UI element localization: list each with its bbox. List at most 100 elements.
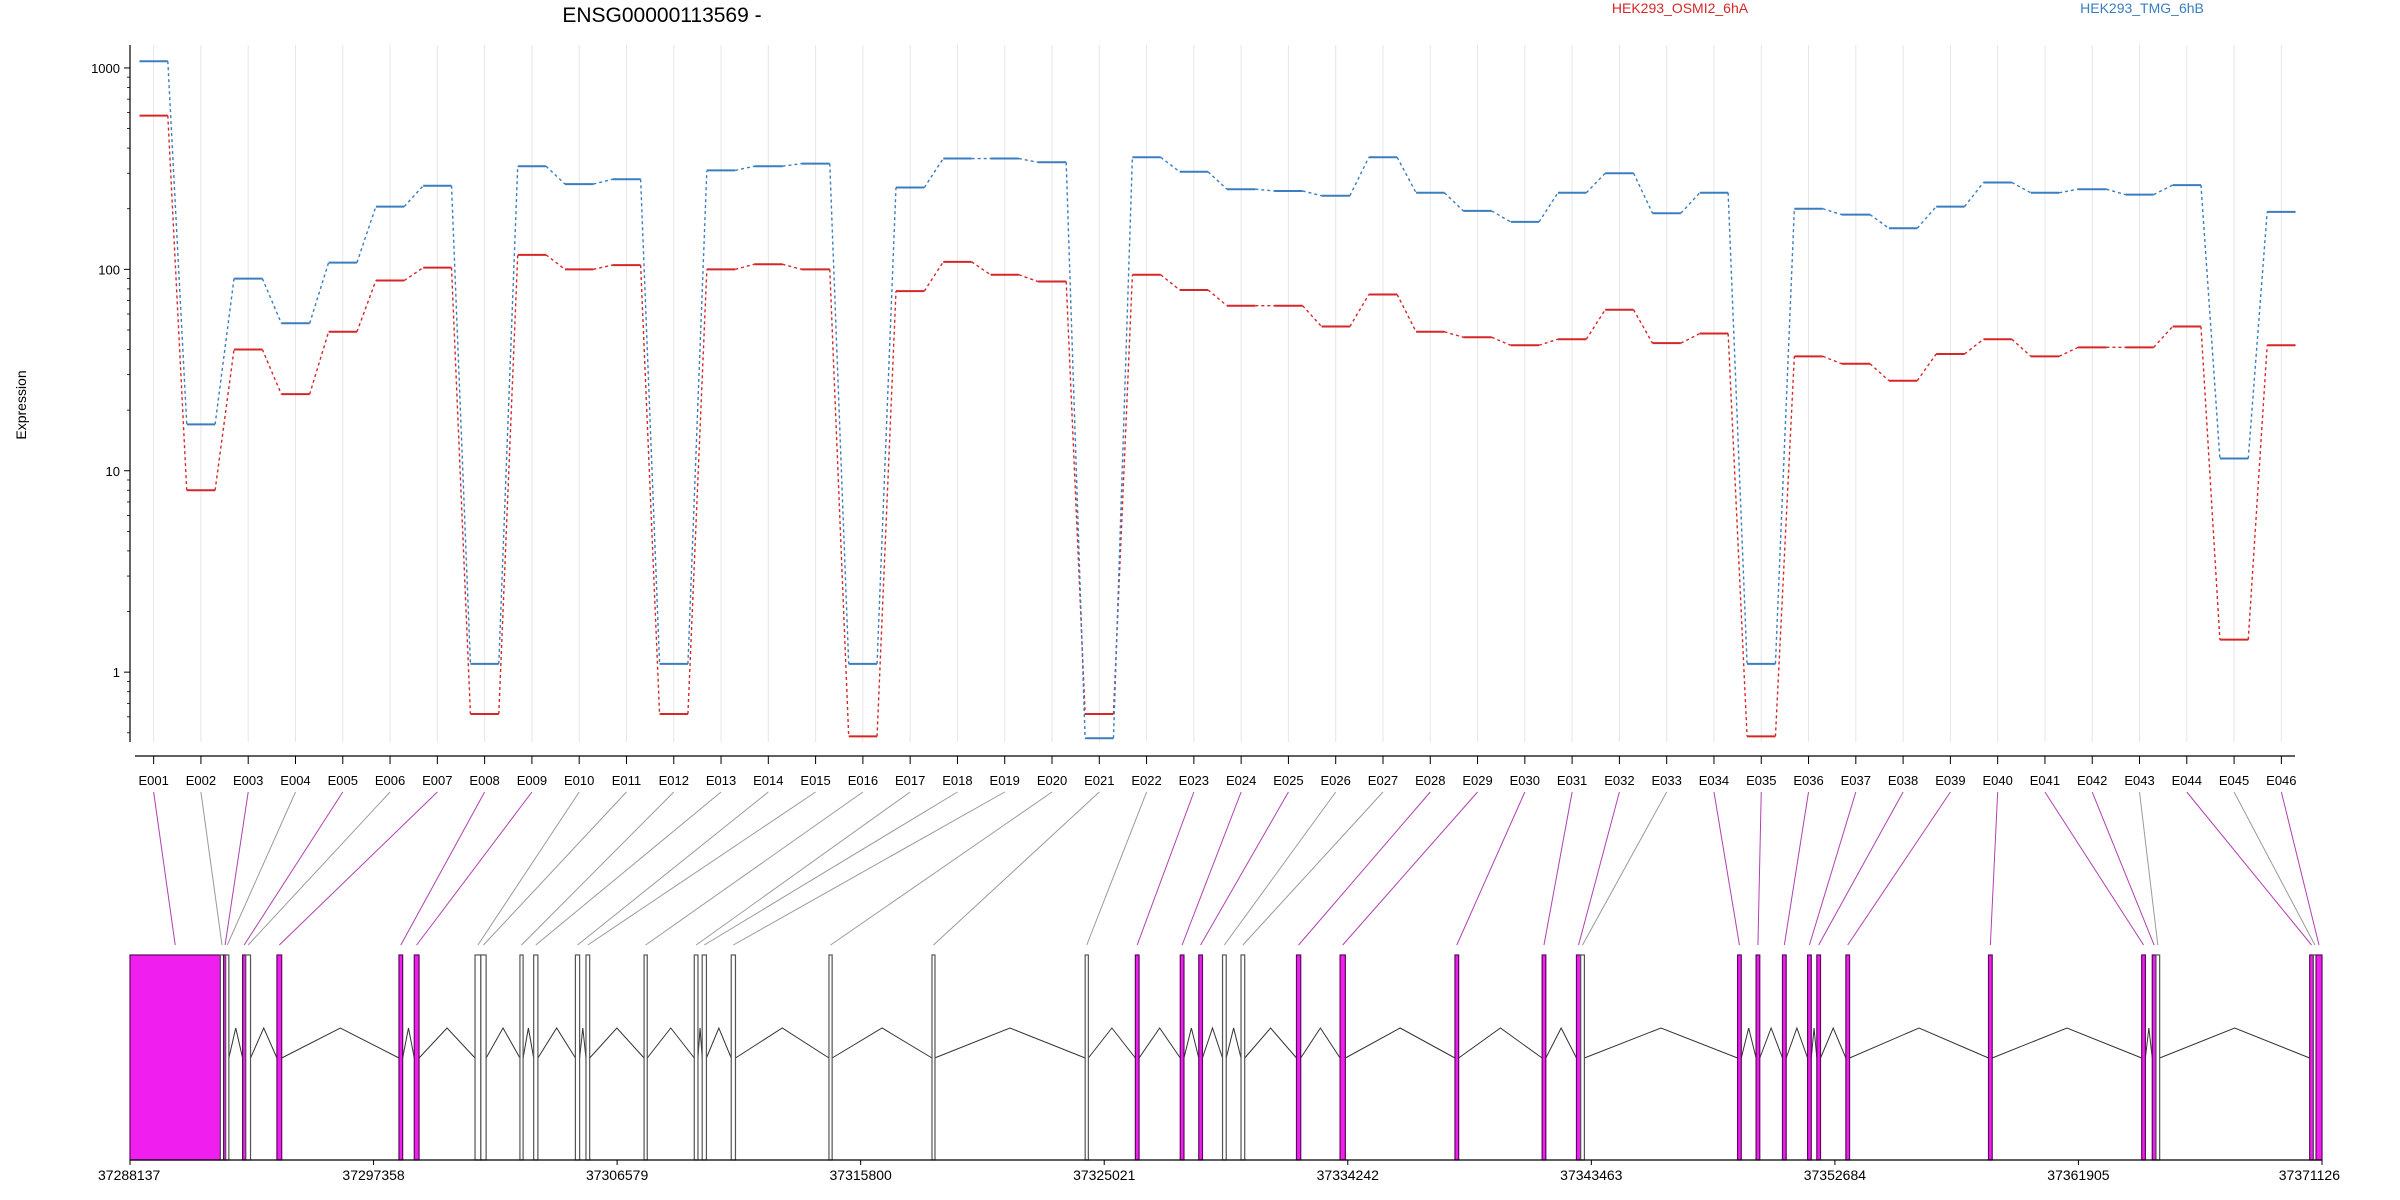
exon-label-e015: E015 xyxy=(800,773,830,788)
exon-e033 xyxy=(1580,954,1585,1161)
exon-label-e023: E023 xyxy=(1179,773,1209,788)
connector-e042 xyxy=(2091,791,2155,946)
transition-e041 xyxy=(2058,346,2079,357)
exon-label-e036: E036 xyxy=(1793,773,1823,788)
chart-title: ENSG00000113569 - xyxy=(562,4,761,27)
exon-label-e035: E035 xyxy=(1746,773,1776,788)
intron-22 xyxy=(1087,1027,1136,1059)
transition-e034 xyxy=(1727,192,1748,664)
intron-8 xyxy=(402,1027,415,1059)
transition-e030 xyxy=(1538,338,1559,346)
exon-label-e042: E042 xyxy=(2077,773,2107,788)
exon-label-e030: E030 xyxy=(1510,773,1540,788)
transition-e043 xyxy=(2153,184,2173,196)
transition-e010 xyxy=(593,178,613,185)
connector-e020 xyxy=(830,791,1053,946)
transition-e037 xyxy=(1869,214,1890,229)
transition-e004 xyxy=(309,331,330,395)
intron-19 xyxy=(735,1027,830,1059)
exon-e032 xyxy=(1575,954,1582,1161)
transition-e027 xyxy=(1396,294,1417,333)
exon-e010 xyxy=(474,954,482,1161)
transition-e023 xyxy=(1207,171,1228,190)
transition-e029 xyxy=(1491,210,1512,223)
transition-e007 xyxy=(450,267,472,714)
transition-e030 xyxy=(1538,192,1559,223)
intron-27 xyxy=(1244,1027,1297,1059)
transition-e043 xyxy=(2153,326,2174,348)
transition-e004 xyxy=(309,262,330,324)
exon-label-e029: E029 xyxy=(1462,773,1492,788)
y-axis-label: Expression xyxy=(13,370,29,439)
exon-e021 xyxy=(931,954,936,1161)
transition-e044 xyxy=(2200,326,2221,640)
transition-e010 xyxy=(593,264,613,271)
y-tick-label-1: 1 xyxy=(113,665,120,680)
transition-e014 xyxy=(782,162,802,167)
legend-entry-osmi2: HEK293_OSMI2_6hA xyxy=(1612,0,1749,16)
transition-e016 xyxy=(876,187,897,664)
exon-label-e043: E043 xyxy=(2124,773,2154,788)
coordinate-label-37315800: 37315800 xyxy=(830,1167,893,1183)
transition-e013 xyxy=(735,165,755,172)
intron-30 xyxy=(1458,1027,1543,1059)
connector-e016 xyxy=(645,791,864,946)
series-lines xyxy=(139,60,2296,740)
transition-e039 xyxy=(1964,338,1984,355)
intron-7 xyxy=(281,1027,400,1059)
intron-31 xyxy=(1545,1026,1577,1059)
transition-e025 xyxy=(1302,190,1322,197)
exon-label-e003: E003 xyxy=(233,773,263,788)
coordinate-label-37361905: 37361905 xyxy=(2047,1167,2110,1183)
exon-label-e008: E008 xyxy=(469,773,499,788)
exon-e037 xyxy=(1806,954,1812,1161)
connector-e018 xyxy=(704,791,958,946)
exon-e029 xyxy=(1339,954,1346,1161)
intron-11 xyxy=(485,1026,521,1059)
intron-37 xyxy=(1810,1027,1818,1059)
exon-label-e040: E040 xyxy=(1982,773,2012,788)
intron-40 xyxy=(1992,1027,2142,1059)
exon-label-e021: E021 xyxy=(1084,773,1114,788)
exon-label-e041: E041 xyxy=(2030,773,2060,788)
transition-e029 xyxy=(1491,336,1511,346)
exon-tick-labels: E001 E002 E003 E004 E005 E006 E007 E008 E009 E010… xyxy=(138,756,2297,788)
transition-e031 xyxy=(1585,309,1606,340)
exon-e008 xyxy=(398,954,404,1161)
exon-e028 xyxy=(1295,954,1302,1161)
exon-label-e024: E024 xyxy=(1226,773,1256,788)
transition-e017 xyxy=(923,158,944,188)
intron-25 xyxy=(1201,1026,1224,1059)
exon-e017 xyxy=(693,954,699,1161)
connector-e017 xyxy=(695,791,911,946)
connector-e039 xyxy=(1847,791,1951,946)
coordinate-label-37297358: 37297358 xyxy=(342,1167,405,1183)
exon-e014 xyxy=(574,954,581,1161)
transition-e005 xyxy=(356,206,377,263)
exon-label-e017: E017 xyxy=(895,773,925,788)
intron-29 xyxy=(1345,1027,1456,1059)
transition-e019 xyxy=(1018,274,1039,283)
connector-e012 xyxy=(521,791,675,946)
intron-15 xyxy=(589,1027,645,1059)
transition-e015 xyxy=(829,163,850,664)
exon-label-e014: E014 xyxy=(753,773,783,788)
exon-e038 xyxy=(1816,954,1822,1161)
exon-label-e037: E037 xyxy=(1841,773,1871,788)
exon-e031 xyxy=(1541,954,1547,1161)
exon-e041 xyxy=(2141,954,2147,1161)
connector-e008 xyxy=(400,791,486,946)
exon-e039 xyxy=(1845,954,1851,1161)
connector-e013 xyxy=(535,791,722,946)
transition-e006 xyxy=(403,267,424,282)
transition-e023 xyxy=(1207,289,1228,307)
exon-label-e039: E039 xyxy=(1935,773,1965,788)
connector-e025 xyxy=(1200,791,1289,946)
transition-e001 xyxy=(167,115,188,491)
exon-e024 xyxy=(1179,954,1185,1161)
transition-e012 xyxy=(687,170,708,664)
intron-35 xyxy=(1759,1026,1783,1059)
exon-label-e026: E026 xyxy=(1321,773,1351,788)
exon-e027 xyxy=(1240,954,1246,1161)
intron-20 xyxy=(831,1027,933,1059)
